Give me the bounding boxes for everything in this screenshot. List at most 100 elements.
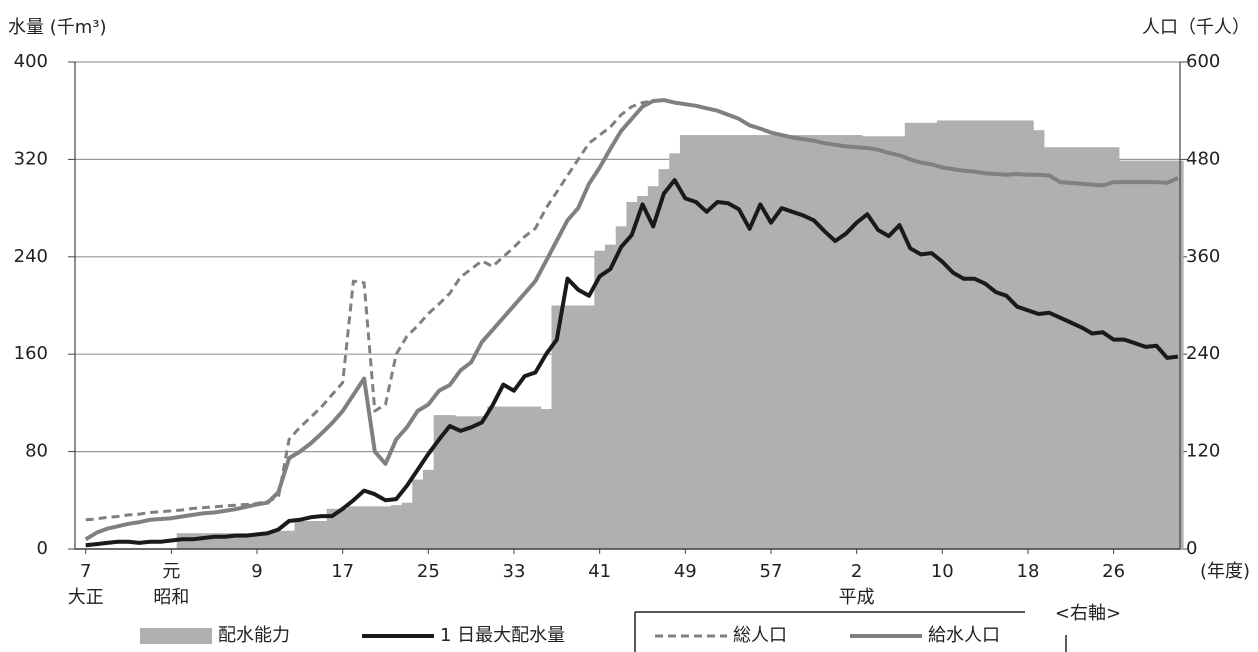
- bar: [744, 135, 756, 550]
- bar: [1022, 120, 1034, 549]
- legend-label: 配水能力: [218, 625, 290, 646]
- x-tick-label: 41: [588, 561, 611, 582]
- bar: [283, 530, 295, 549]
- y2-tick-label: 360: [1186, 246, 1220, 267]
- bar: [1076, 147, 1088, 549]
- bar: [369, 506, 381, 549]
- bar: [626, 202, 638, 549]
- bar: [583, 305, 595, 549]
- bar: [1151, 160, 1163, 549]
- bar: [444, 415, 456, 549]
- bar: [904, 122, 916, 549]
- bar: [519, 406, 531, 549]
- y2-tick-label: 0: [1186, 538, 1197, 559]
- bar: [797, 135, 809, 550]
- y-tick-label: 320: [14, 148, 48, 169]
- bar: [476, 416, 488, 549]
- bar: [722, 135, 734, 550]
- bar: [540, 408, 552, 549]
- bar: [198, 533, 210, 549]
- y2-tick-label: 480: [1186, 148, 1220, 169]
- bar: [1054, 147, 1066, 549]
- x-era-label: 昭和: [153, 587, 189, 608]
- y-tick-label: 400: [14, 51, 48, 72]
- legend-swatch: [140, 628, 212, 644]
- bar: [808, 135, 820, 550]
- x-tick-label: 26: [1102, 561, 1125, 582]
- bar: [262, 533, 274, 549]
- bar: [390, 505, 402, 549]
- bar: [1161, 160, 1173, 549]
- bar: [294, 520, 306, 549]
- bar: [1118, 160, 1131, 549]
- legend-note: <右軸>: [1055, 603, 1121, 624]
- bar: [926, 122, 938, 549]
- bar: [658, 169, 670, 549]
- bar: [401, 502, 413, 549]
- x-tick-label: 10: [931, 561, 954, 582]
- bar: [1011, 120, 1024, 549]
- bar: [273, 530, 285, 549]
- y-tick-label: 0: [37, 538, 48, 559]
- bar: [1108, 147, 1120, 549]
- legend-label: 1 日最大配水量: [440, 625, 565, 646]
- bar: [840, 135, 852, 550]
- bar: [787, 135, 799, 550]
- bar: [1065, 147, 1077, 549]
- x-tick-label: 9: [251, 561, 262, 582]
- y-tick-label: 80: [25, 441, 48, 462]
- bar: [936, 120, 949, 549]
- bar: [1129, 160, 1141, 549]
- bar: [208, 533, 220, 549]
- bar: [380, 506, 392, 549]
- bar: [776, 135, 788, 550]
- bar: [701, 135, 713, 550]
- bar: [337, 508, 349, 549]
- bar: [1044, 147, 1056, 549]
- bar: [883, 136, 895, 549]
- x-era-label: 大正: [68, 587, 104, 608]
- bar: [562, 305, 574, 549]
- bar: [1033, 130, 1045, 549]
- bar: [979, 120, 991, 549]
- bar: [572, 305, 584, 549]
- bar: [358, 506, 370, 549]
- bar: [326, 508, 338, 549]
- bar: [251, 533, 263, 549]
- bar: [894, 136, 906, 549]
- bar: [690, 135, 702, 550]
- bar: [754, 135, 767, 550]
- bar: [872, 136, 884, 549]
- bar: [1001, 120, 1013, 549]
- bar: [679, 135, 692, 550]
- bar: [594, 250, 606, 549]
- bar: [455, 416, 467, 549]
- x-tick-label: 57: [760, 561, 783, 582]
- legend-label: 総人口: [733, 625, 787, 646]
- y-axis-label: 水量 (千m³): [8, 17, 107, 38]
- x-tick-label: 49: [674, 561, 697, 582]
- bar: [915, 122, 927, 549]
- bar: [958, 120, 970, 549]
- bar: [765, 135, 777, 550]
- y-tick-label: 240: [14, 246, 48, 267]
- bar: [412, 479, 424, 549]
- bar: [1097, 147, 1109, 549]
- x-tick-label: 18: [1017, 561, 1040, 582]
- bar: [497, 406, 510, 549]
- bar: [819, 135, 831, 550]
- y-tick-label: 160: [14, 343, 48, 364]
- bar: [240, 533, 253, 549]
- line: [85, 178, 1179, 548]
- bar: [1140, 160, 1152, 549]
- line: [84, 98, 1179, 542]
- x-axis-label: (年度): [1200, 561, 1250, 582]
- bar: [487, 406, 499, 549]
- bar: [669, 153, 681, 549]
- bar: [551, 305, 563, 549]
- x-tick-label: 33: [503, 561, 526, 582]
- bar: [219, 533, 231, 549]
- bar: [305, 520, 317, 549]
- bar: [851, 135, 863, 550]
